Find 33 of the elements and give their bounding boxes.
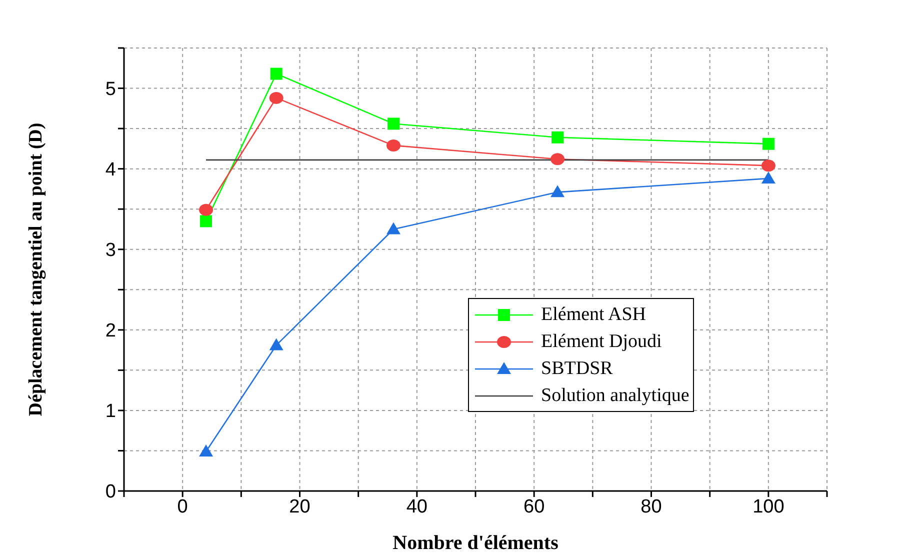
- x-tick-label: 40: [406, 496, 428, 518]
- x-tick-label: 60: [524, 496, 545, 518]
- x-tick-label: 0: [177, 496, 188, 518]
- legend-label: Elément Djoudi: [541, 330, 662, 352]
- y-tick-label: 3: [105, 240, 116, 262]
- point: [200, 215, 212, 228]
- point: [199, 204, 214, 216]
- y-tick-label: 2: [105, 320, 116, 342]
- legend-label: Elément ASH: [541, 304, 646, 326]
- point: [387, 118, 400, 130]
- point: [761, 171, 776, 184]
- point: [550, 185, 565, 198]
- x-tick-label: 100: [752, 496, 784, 518]
- x-tick-label: 80: [640, 496, 662, 518]
- y-tick-label: 1: [105, 401, 116, 422]
- point: [270, 68, 282, 80]
- point: [199, 444, 214, 457]
- point: [761, 160, 776, 172]
- legend-label: SBTDSR: [541, 358, 613, 380]
- y-axis-title: Déplacement tangentiel au point (D): [26, 122, 47, 416]
- legend-label: Solution analytique: [541, 384, 690, 406]
- y-tick-label: 4: [105, 160, 116, 181]
- point: [552, 131, 564, 144]
- point: [269, 92, 284, 104]
- point: [269, 338, 284, 350]
- x-tick-label: 20: [289, 496, 310, 518]
- point: [386, 139, 400, 152]
- x-axis-title: Nombre d'éléments: [392, 532, 559, 554]
- point: [386, 222, 400, 234]
- y-tick-label: 5: [105, 79, 116, 100]
- y-tick-label: 0: [105, 482, 116, 503]
- point: [762, 138, 774, 150]
- point: [550, 153, 565, 166]
